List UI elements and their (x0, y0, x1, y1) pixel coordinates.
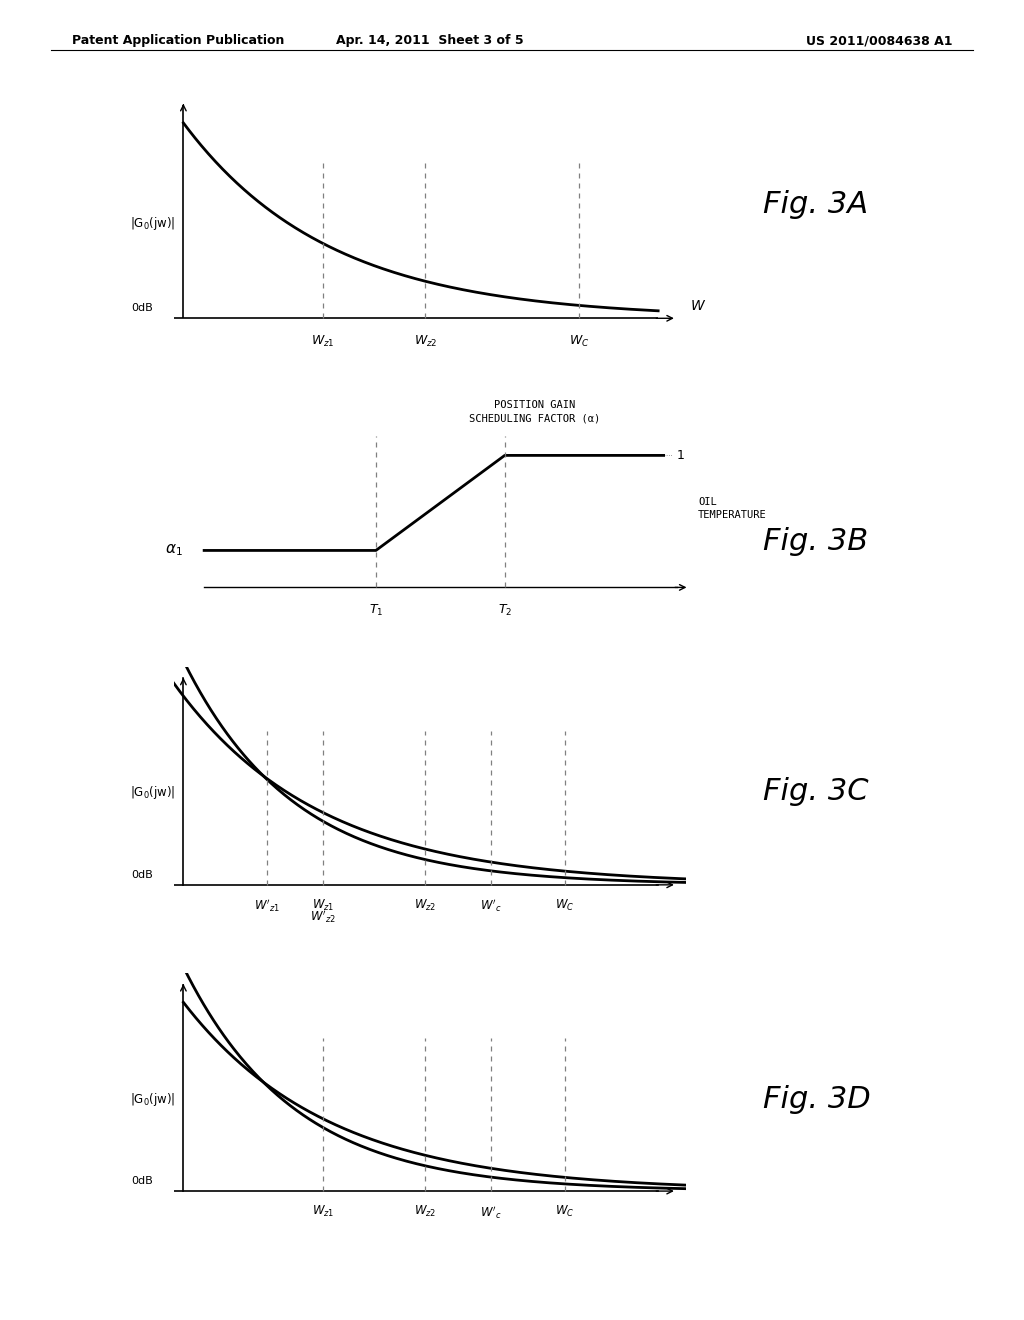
Text: Patent Application Publication: Patent Application Publication (72, 34, 284, 48)
Text: $W_{z2}$: $W_{z2}$ (415, 898, 436, 913)
Text: $T_1$: $T_1$ (369, 603, 383, 618)
Text: Fig. 3D: Fig. 3D (763, 1085, 870, 1114)
Text: $W_{z1}$: $W_{z1}$ (312, 898, 334, 913)
Text: $W'_c$: $W'_c$ (480, 898, 502, 915)
Text: |G$_0$(jw)|: |G$_0$(jw)| (130, 1090, 176, 1107)
Text: $W_C$: $W_C$ (555, 898, 574, 913)
Text: OIL
TEMPERATURE: OIL TEMPERATURE (698, 496, 767, 520)
Text: US 2011/0084638 A1: US 2011/0084638 A1 (806, 34, 952, 48)
Text: $\alpha_1$: $\alpha_1$ (165, 543, 182, 558)
Text: 0dB: 0dB (131, 870, 154, 880)
Text: $W'_{z1}$: $W'_{z1}$ (254, 898, 281, 915)
Text: $W_C$: $W_C$ (555, 1204, 574, 1220)
Text: $W_{z2}$: $W_{z2}$ (414, 334, 437, 350)
Text: POSITION GAIN
SCHEDULING FACTOR (α): POSITION GAIN SCHEDULING FACTOR (α) (469, 400, 600, 424)
Text: $W_{z1}$: $W_{z1}$ (312, 1204, 334, 1220)
Text: $W'_c$: $W'_c$ (480, 1204, 502, 1221)
Text: 1: 1 (677, 449, 684, 462)
Text: $W'_{z2}$: $W'_{z2}$ (310, 908, 336, 925)
Text: Fig. 3B: Fig. 3B (763, 527, 868, 556)
Text: $W_C$: $W_C$ (568, 334, 589, 350)
Text: |G$_0$(jw)|: |G$_0$(jw)| (130, 784, 176, 801)
Text: $T_2$: $T_2$ (498, 603, 512, 618)
Text: Fig. 3A: Fig. 3A (763, 190, 868, 219)
Text: 0dB: 0dB (131, 304, 154, 313)
Text: $W_{z2}$: $W_{z2}$ (415, 1204, 436, 1220)
Text: Apr. 14, 2011  Sheet 3 of 5: Apr. 14, 2011 Sheet 3 of 5 (336, 34, 524, 48)
Text: |G$_0$(jw)|: |G$_0$(jw)| (130, 215, 176, 231)
Text: W: W (691, 300, 705, 313)
Text: $W_{z1}$: $W_{z1}$ (311, 334, 335, 350)
Text: Fig. 3C: Fig. 3C (763, 777, 868, 807)
Text: 0dB: 0dB (131, 1176, 154, 1187)
